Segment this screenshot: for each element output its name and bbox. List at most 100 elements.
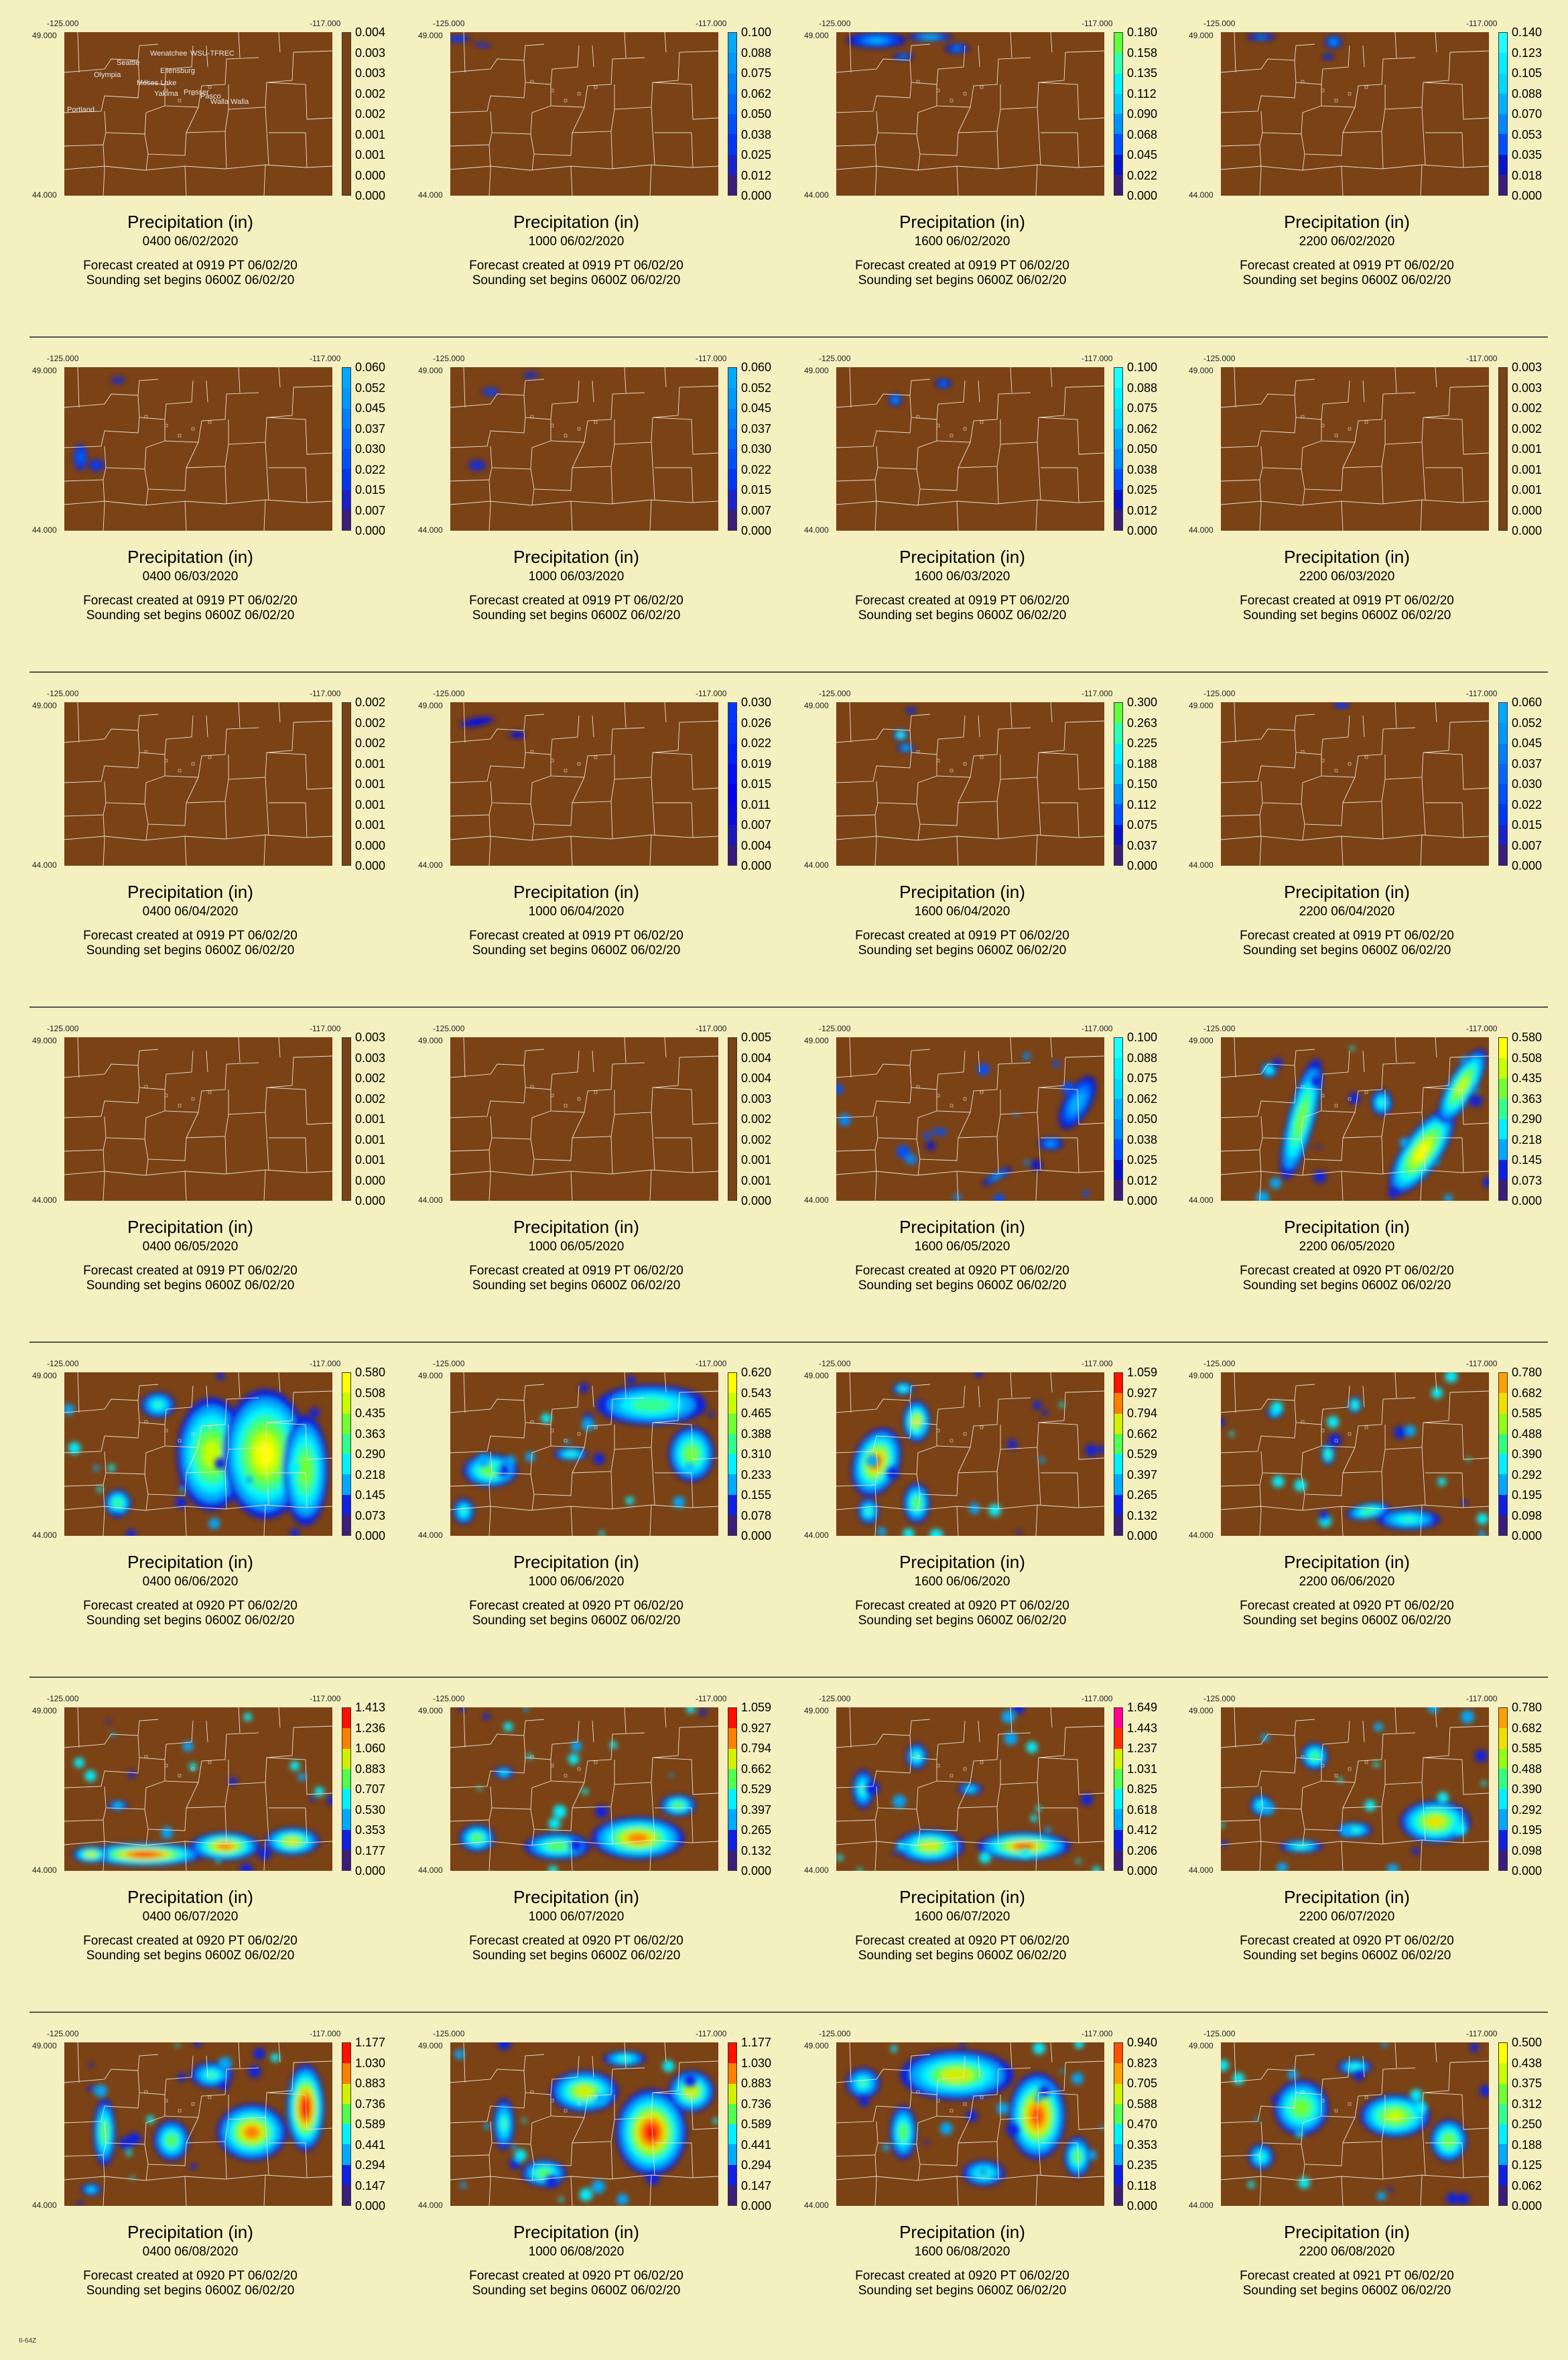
- forecast-panel: -125.000 -117.000 49.000 44.000 1.059 0.927 0.…: [415, 1690, 791, 2025]
- county-boundary: [836, 1049, 931, 1078]
- precip-speckle: [883, 2144, 890, 2151]
- county-boundary: [77, 32, 266, 196]
- precip-speckle: [929, 1528, 943, 1536]
- colorbar-tick-label: 1.030: [741, 2056, 772, 2070]
- north-latitude-label: 49.000: [804, 701, 829, 710]
- precip-speckle: [1388, 1188, 1398, 1199]
- colorbar-tick-label: 0.225: [1127, 736, 1158, 750]
- panel-title: Precipitation (in): [513, 1552, 639, 1572]
- county-boundary: [836, 2174, 1104, 2181]
- colorbar-tick-label: 0.038: [1127, 1132, 1158, 1146]
- colorbar-tick-label: 0.135: [1127, 66, 1158, 80]
- station-marker: [550, 1429, 554, 1433]
- panel-title: Precipitation (in): [899, 882, 1025, 902]
- station-marker: [936, 2099, 940, 2103]
- colorbar-segment: [1499, 2043, 1507, 2064]
- colorbar-tick-label: 0.927: [1127, 1386, 1158, 1400]
- precip-speckle: [1039, 2085, 1051, 2097]
- precipitation-map: [836, 2042, 1104, 2206]
- colorbar-segment: [342, 743, 350, 764]
- precip-speckle: [298, 1773, 306, 1781]
- colorbar-segment: [342, 174, 350, 195]
- county-boundary: [849, 367, 1038, 531]
- north-latitude-label: 49.000: [32, 2041, 57, 2050]
- precip-contour: [455, 37, 462, 40]
- county-boundary: [64, 1087, 140, 1118]
- station-marker: [208, 2095, 212, 2099]
- station-marker: [950, 1439, 954, 1443]
- county-boundary: [614, 417, 718, 455]
- station-marker: [208, 1760, 212, 1764]
- county-boundary: [1221, 2092, 1297, 2123]
- colorbar-segment: [1114, 723, 1122, 744]
- colorbar-tick-label: 0.007: [741, 503, 772, 517]
- precip-contour: [284, 1837, 300, 1845]
- colorbar-segment: [342, 388, 350, 409]
- precip-field: [72, 1800, 320, 1866]
- colorbar-segment: [1499, 1078, 1507, 1099]
- colorbar-tick-label: 0.353: [1127, 2138, 1158, 2152]
- colorbar: [1498, 1037, 1508, 1201]
- south-latitude-label: 44.000: [418, 2201, 443, 2210]
- colorbar-tick-label: 0.001: [355, 1112, 386, 1126]
- colorbar-tick-label: 0.073: [1512, 1173, 1543, 1187]
- colorbar-tick-label: 0.025: [1127, 1153, 1158, 1167]
- county-boundary: [836, 1422, 912, 1453]
- colorbar-segment: [1499, 723, 1507, 744]
- colorbar-tick-label: 0.736: [741, 2097, 772, 2111]
- county-boundary: [916, 777, 971, 826]
- colorbar-tick-label: 0.145: [355, 1488, 386, 1502]
- precip-speckle: [1016, 1530, 1021, 1535]
- colorbar-segment: [1499, 174, 1507, 195]
- precip-speckle: [1445, 1372, 1457, 1383]
- colorbar-segment: [728, 2124, 736, 2145]
- colorbar-segment: [1499, 784, 1507, 805]
- precip-speckle: [1033, 2042, 1045, 2054]
- county-boundary: [592, 1372, 667, 1408]
- panel-sounding-set: Sounding set begins 0600Z 06/02/20: [86, 608, 295, 622]
- colorbar-segment: [1499, 1708, 1507, 1729]
- county-boundary: [1000, 1757, 1104, 1795]
- colorbar-segment: [1499, 1514, 1507, 1535]
- precip-speckle: [130, 2175, 135, 2180]
- forecast-panel: -125.000 -117.000 49.000 44.000 0.003 0.003 0.…: [29, 1020, 405, 1355]
- precip-speckle: [128, 1770, 135, 1778]
- colorbar-segment: [342, 93, 350, 114]
- colorbar-segment: [342, 1829, 350, 1850]
- colorbar-tick-label: 0.002: [355, 696, 386, 709]
- precipitation-map: [1221, 367, 1489, 531]
- colorbar-segment: [1499, 824, 1507, 845]
- precip-contour: [899, 2122, 908, 2142]
- colorbar-tick-label: 0.004: [741, 1071, 772, 1085]
- precip-speckle: [1006, 2123, 1019, 2137]
- colorbar-tick-label: 0.780: [1512, 1366, 1543, 1379]
- colorbar-tick-label: 0.435: [355, 1406, 386, 1420]
- precip-speckle: [1024, 1160, 1029, 1165]
- county-boundary: [1041, 385, 1104, 503]
- colorbar-tick-label: 0.662: [1127, 1427, 1158, 1441]
- north-latitude-label: 49.000: [1189, 1036, 1214, 1045]
- station-marker: [594, 85, 598, 89]
- colorbar-segment: [1499, 763, 1507, 784]
- county-boundary: [64, 834, 332, 841]
- colorbar-tick-label: 0.263: [1127, 716, 1158, 730]
- colorbar-tick-label: 0.000: [1512, 189, 1543, 202]
- west-longitude-label: -125.000: [1203, 19, 1236, 28]
- precip-speckle: [836, 1854, 843, 1861]
- colorbar-segment: [1499, 2184, 1507, 2205]
- colorbar-segment: [728, 1728, 736, 1749]
- county-boundary: [64, 1757, 140, 1788]
- colorbar-tick-label: 0.589: [741, 2117, 772, 2131]
- county-boundary: [1234, 702, 1423, 866]
- county-boundary: [1259, 1782, 1426, 1846]
- precip-speckle: [327, 1795, 332, 1806]
- precip-speckle: [558, 2197, 564, 2203]
- county-boundary: [137, 2055, 194, 2095]
- precip-speckle: [1053, 1061, 1059, 1067]
- county-boundary: [1259, 2117, 1426, 2181]
- colorbar-tick-label: 1.030: [355, 2056, 386, 2070]
- precip-contour: [954, 47, 960, 50]
- precip-contour: [1310, 1752, 1319, 1762]
- panel-title: Precipitation (in): [513, 882, 639, 902]
- colorbar-segment: [1499, 2144, 1507, 2165]
